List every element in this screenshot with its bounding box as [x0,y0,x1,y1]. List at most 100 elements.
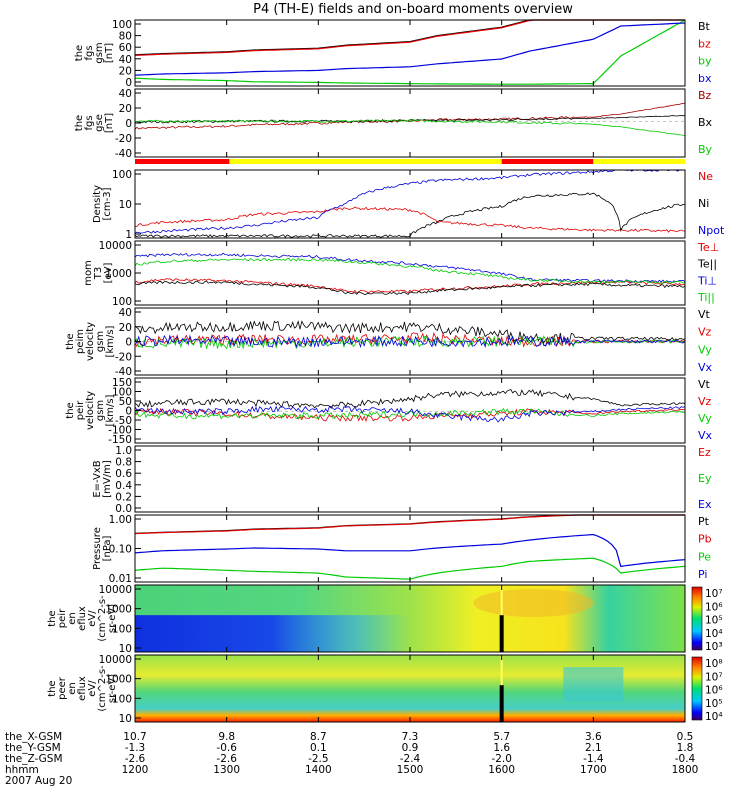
y-tick-label: 0.4 [115,480,132,492]
y-tick-label: 50 [119,396,132,408]
y-tick-label: 60 [119,42,132,54]
panel-frame [134,514,686,583]
y-tick-label: 0 [125,118,132,130]
footer-value-t: 1700 [580,764,607,776]
legend-Bz: Bz [698,89,712,102]
mode-bar-segment [501,159,594,164]
footer-value-y: -1.3 [125,742,146,754]
series-line-Npot [134,169,685,234]
y-tick-label: 20 [119,322,132,334]
y-tick-label: 0 [125,337,132,349]
series-line-By [134,119,686,136]
y-axis-label-line: T3 [93,267,104,280]
legend-Vy: Vy [698,412,712,425]
figure-title: P4 (TH-E) fields and on-board moments ov… [253,2,573,17]
panel-fgs_gse: 40 20 0 -20 -40 thefgsgse[nT] Bz Bx By [74,88,713,164]
spectrogram-patch [563,667,624,701]
colorbar [691,656,703,721]
series-line-Vt [134,320,686,344]
y-tick-label: 100 [112,169,132,181]
y-axis-label-line: gsm [95,331,106,352]
panel-pressure: 1.00 0.10 0.01 Pressure[nPa] Pt Pb Pe Pi [92,514,712,585]
legend-Ey: Ey [698,472,712,485]
footer-label-y: the_Y-GSM [5,742,61,754]
y-axis-label-line: peir [75,400,86,420]
panel-frame [134,169,686,239]
panel-peer_en_eflux: 10⁸10⁷10⁶10⁵10⁴10000100010010thepeerenef… [47,654,723,725]
footer-columns: 10.7-1.3-2.612009.8-0.6-2.613008.70.1-2.… [122,731,699,776]
footer-value-x: 0.5 [677,731,694,743]
y-tick-label: 0 [125,77,132,89]
y-axis-label-line: velocity [85,391,96,430]
legend-Te: Te|| [697,258,717,271]
colorbar-tick-label: 10⁷ [705,671,723,683]
y-axis-label-line: E=-VxB [92,460,103,497]
legend-Ne: Ne [698,170,713,183]
y-axis-label-line: gsm [95,400,106,421]
colorbar-tick-label: 10⁶ [705,685,723,697]
legend-Bt: Bt [698,20,711,33]
y-axis-label-line: gse [94,114,105,132]
footer-value-t: 1300 [213,764,240,776]
legend-Bx: Bx [698,116,713,129]
series-line-Bz [134,102,686,130]
y-tick-label: 40 [119,88,132,100]
legend-Pt: Pt [698,515,710,528]
y-tick-label: -100 [108,425,132,437]
footer-value-z: -0.4 [675,753,696,765]
series-line-Ni [134,192,686,238]
footer-date: 2007 Aug 20 [5,775,72,787]
y-axis-label-line: the [65,333,76,349]
y-axis-label-line: eflux [77,606,88,631]
y-tick-label: 0.8 [115,457,132,469]
legend-Ni: Ni [698,197,709,210]
y-tick-label: 20 [119,103,132,115]
legend-bz: bz [698,37,711,50]
y-tick-label: 100 [112,693,132,705]
footer-value-t: 1500 [397,764,424,776]
mode-bar-segment [229,159,502,164]
footer-value-z: -2.5 [308,753,329,765]
footer-value-t: 1400 [305,764,332,776]
y-tick-label: 0.01 [109,573,132,585]
y-axis-label-line: the [47,680,58,696]
y-tick-label: 10 [119,199,132,211]
footer-value-z: -2.6 [216,753,237,765]
panel-frame [134,445,686,513]
footer-label-z: the_Z-GSM [5,753,63,765]
y-tick-label: -150 [108,434,132,446]
footer-value-z: -2.6 [125,753,146,765]
y-axis-label-line: (cm^2-s- [97,665,108,712]
footer-value-z: -2.4 [400,753,421,765]
colorbar [691,586,703,651]
legend-Vx: Vx [698,429,713,442]
y-axis-label-line: eflux [77,676,88,701]
mode-bar-segment [135,159,230,164]
y-tick-label: 1000 [105,674,132,686]
data-gap-marker [499,685,504,722]
y-axis-label-line: Density [92,185,103,223]
y-tick-label: 0.2 [115,491,132,503]
y-tick-label: 100 [112,623,132,635]
series-line-Bt [134,19,685,56]
colorbar-tick-label: 10⁵ [705,615,723,627]
series-line-Ti [134,252,686,284]
legend-Vx: Vx [698,361,713,374]
y-tick-label: 0.10 [109,544,132,556]
footer-value-x: 5.7 [493,731,510,743]
y-axis-label-line: eV/ [87,680,98,697]
panel-frame [134,88,686,158]
colorbar-tick-label: 10³ [705,641,723,653]
y-axis-label-line: Pressure [92,527,103,570]
footer-value-x: 3.6 [585,731,602,743]
series-line-Pi [134,533,686,568]
y-tick-label: 80 [119,31,132,43]
legend-Ti: Ti|| [697,291,715,304]
y-tick-label: 0 [125,406,132,418]
data-gap-marker [499,615,504,652]
footer-value-y: 2.1 [585,742,602,754]
y-axis-label-line: peim [75,329,86,354]
legend-bx: bx [698,72,712,85]
